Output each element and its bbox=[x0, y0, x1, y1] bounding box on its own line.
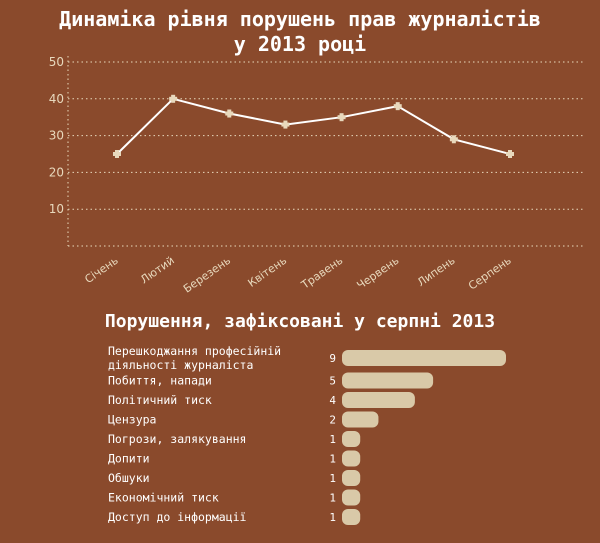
line-chart: 10 20 30 40 50 Січень Лютий Березень Квітень Трав… bbox=[49, 55, 585, 296]
series-line bbox=[116, 97, 511, 155]
y-tick-label: 40 bbox=[49, 92, 64, 106]
y-tick-label: 10 bbox=[49, 202, 64, 216]
bar-category-label: Політичний тиск bbox=[108, 393, 212, 407]
data-point bbox=[113, 150, 121, 158]
line-chart-title-line-2: у 2013 році bbox=[233, 32, 367, 56]
bar bbox=[342, 509, 361, 525]
bar bbox=[342, 450, 361, 467]
bar-chart-title: Порушення, зафіксовані у серпні 2013 bbox=[104, 311, 496, 332]
bar-value-label: 5 bbox=[329, 375, 336, 388]
bar-value-label: 4 bbox=[329, 394, 336, 407]
data-point bbox=[281, 120, 290, 129]
bar-value-label: 1 bbox=[329, 433, 336, 446]
bar-category-label: Побиття, напади bbox=[108, 374, 212, 388]
bar bbox=[342, 350, 506, 366]
bar-value-label: 1 bbox=[329, 492, 336, 505]
x-tick-label: Лютий bbox=[138, 254, 177, 287]
bar-category-label: Погрози, залякування bbox=[108, 432, 246, 446]
bar-value-label: 1 bbox=[329, 472, 336, 485]
bar-value-label: 1 bbox=[329, 511, 336, 524]
bar bbox=[342, 489, 361, 506]
bar-category-label: Перешкоджання професійній bbox=[108, 344, 281, 358]
bar bbox=[342, 411, 379, 428]
y-tick-label: 50 bbox=[49, 55, 64, 69]
bar bbox=[342, 470, 361, 486]
bar-category-label: Обшуки bbox=[108, 471, 150, 485]
bar bbox=[342, 392, 415, 408]
bar-value-label: 1 bbox=[329, 453, 336, 466]
y-tick-label: 20 bbox=[49, 165, 64, 179]
x-tick-label: Травень bbox=[298, 254, 345, 292]
bar-category-label: діяльності журналіста bbox=[108, 358, 253, 372]
data-point bbox=[225, 109, 234, 118]
x-tick-label: Квітень bbox=[245, 254, 289, 290]
y-tick-label: 30 bbox=[49, 129, 64, 143]
x-tick-label: Червень bbox=[354, 254, 401, 292]
bar-category-label: Доступ до інформації bbox=[108, 510, 247, 524]
bar-value-label: 2 bbox=[329, 414, 336, 427]
data-point bbox=[393, 102, 402, 111]
bar-value-label: 9 bbox=[329, 352, 336, 365]
bar bbox=[342, 372, 434, 389]
bar-category-label: Допити bbox=[108, 452, 150, 466]
line-chart-title: Динаміка рівня порушень прав журналістів… bbox=[0, 7, 600, 57]
x-tick-label: Липень bbox=[415, 254, 458, 289]
data-point bbox=[506, 150, 514, 158]
data-point bbox=[449, 135, 458, 144]
bar bbox=[342, 431, 361, 447]
data-point bbox=[337, 113, 346, 122]
bar-category-label: Цензура bbox=[108, 413, 156, 427]
bar-category-label: Економічний тиск bbox=[108, 491, 219, 505]
line-chart-title-line-1: Динаміка рівня порушень прав журналістів bbox=[59, 7, 541, 31]
x-tick-label: Січень bbox=[82, 254, 120, 286]
x-tick-label: Березень bbox=[181, 254, 233, 296]
data-point bbox=[169, 94, 178, 103]
x-tick-label: Серпень bbox=[466, 254, 514, 293]
